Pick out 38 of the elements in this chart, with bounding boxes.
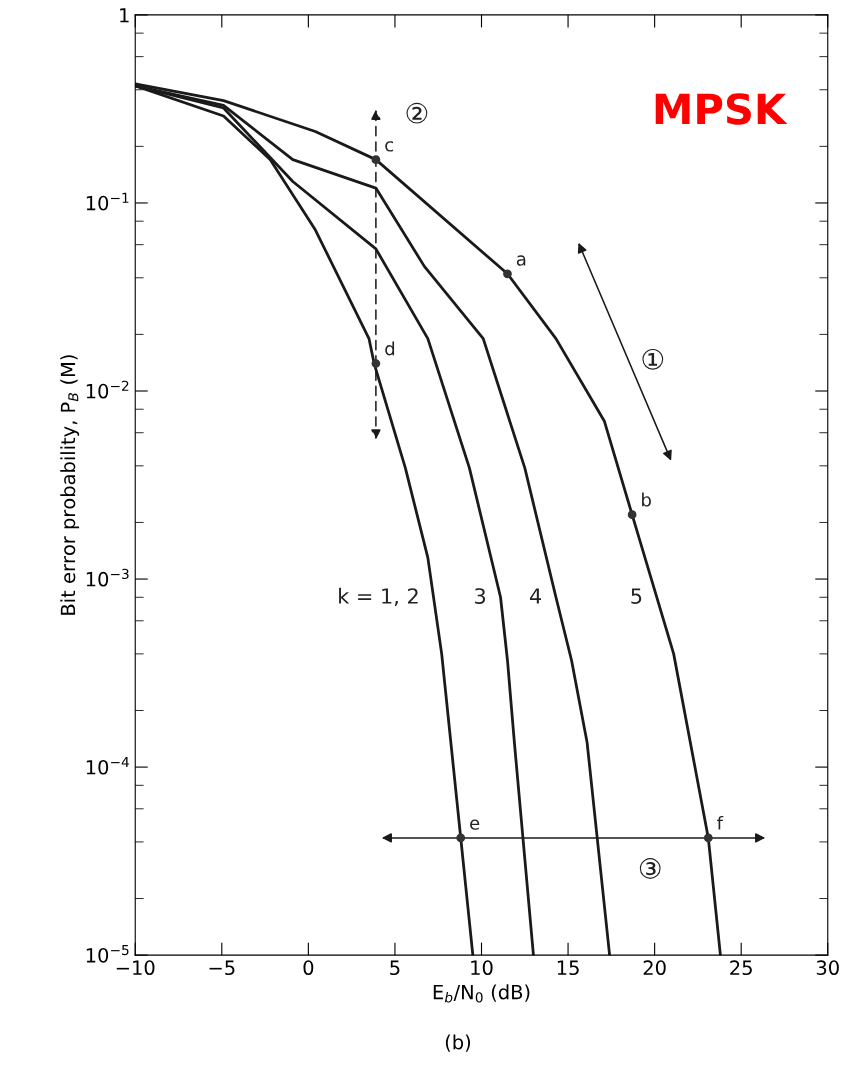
point [627, 510, 637, 520]
x-tick-label: 10 [471, 960, 493, 976]
data-label: a [516, 255, 526, 266]
x-tick-label: 25 [730, 960, 752, 976]
x-tick-label: −5 [209, 960, 235, 976]
point [371, 359, 381, 368]
point [456, 833, 466, 843]
point [703, 833, 713, 843]
data-label: e [470, 819, 480, 830]
x-tick-label: 15 [557, 960, 579, 976]
data-label: c [385, 141, 394, 152]
y-axis-title: Bit error probability, P$_{B}$ (M) [60, 355, 80, 615]
x-tick-label: 20 [643, 960, 666, 976]
y-tick-label: 10$^{−3}$ [86, 568, 129, 587]
text: MPSK [655, 93, 788, 125]
series-label: 5 [631, 588, 642, 604]
text: (b) [445, 1034, 471, 1052]
y-tick-label: 10$^{−4}$ [86, 756, 129, 775]
series-label: 3 [475, 588, 486, 604]
x-tick-label: 5 [390, 960, 400, 976]
annotation: ② [406, 102, 428, 124]
x-tick-label: 30 [816, 960, 839, 976]
y-tick-label: 10$^{−2}$ [86, 380, 129, 399]
data-label: d [385, 341, 395, 356]
point [371, 155, 381, 165]
annotation: ① [642, 348, 664, 370]
y-tick-label: 10$^{−1}$ [86, 192, 129, 211]
annotation: ③ [639, 858, 661, 879]
point [503, 269, 512, 279]
x-axis-title: E$_{b}$/N$_{0}$ (dB) [433, 984, 530, 1003]
data-label: f [717, 815, 724, 830]
y-tick-label: 1 [120, 8, 129, 23]
x-tick-label: 0 [303, 960, 314, 976]
data-label: b [642, 492, 651, 507]
y-tick-label: 10$^{−5}$ [86, 945, 129, 963]
x-tick-label: −10 [116, 960, 155, 976]
series-label: 4 [529, 588, 542, 604]
series-label: k = 1, 2 [339, 587, 418, 607]
